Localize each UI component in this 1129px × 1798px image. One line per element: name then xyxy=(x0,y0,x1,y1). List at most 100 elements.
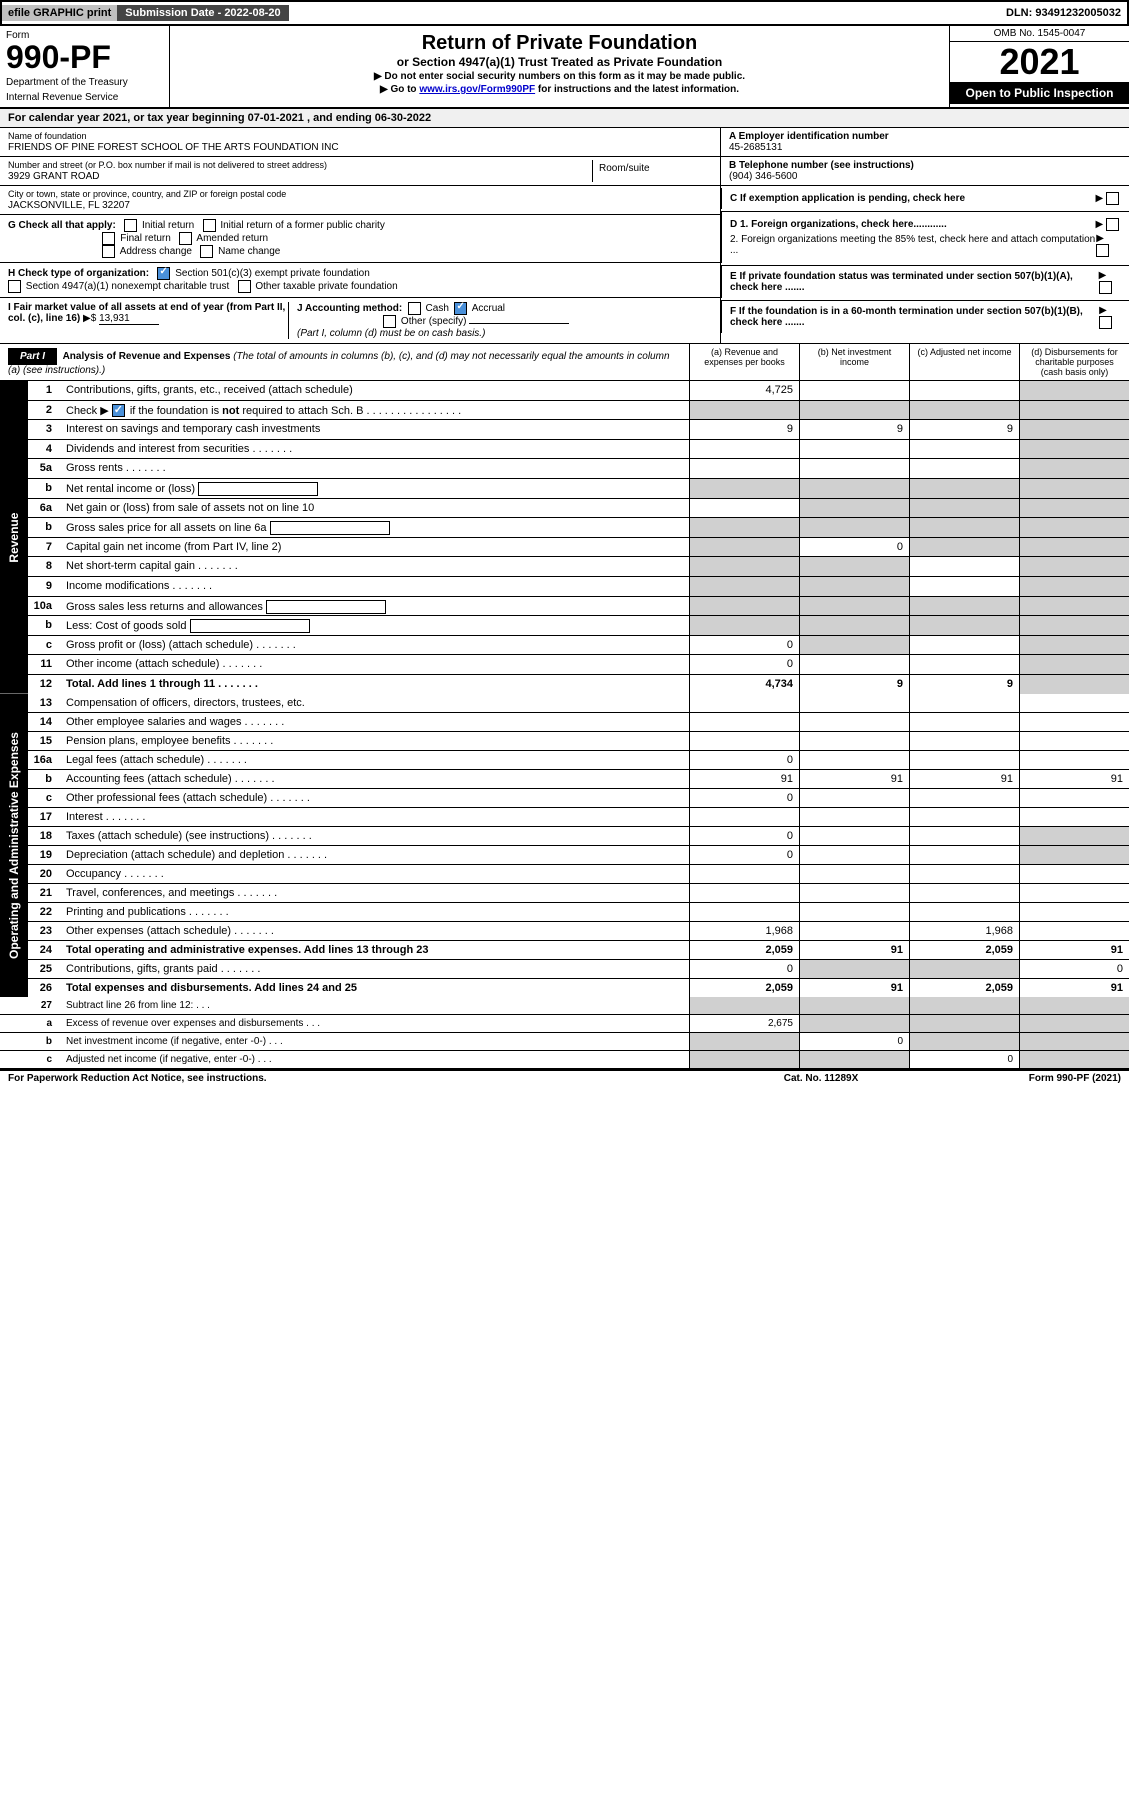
cell-value: 2,059 xyxy=(689,941,799,959)
cell-value xyxy=(909,751,1019,769)
col-a-header: (a) Revenue and expenses per books xyxy=(689,344,799,380)
table-row: c Adjusted net income (if negative, ente… xyxy=(0,1051,1129,1069)
line-number: 3 xyxy=(28,420,60,439)
cell-shaded xyxy=(1019,459,1129,478)
cell-shaded xyxy=(1019,538,1129,557)
cell-shaded xyxy=(689,538,799,557)
checkbox-4947a1[interactable] xyxy=(8,280,21,293)
name-label: Name of foundation xyxy=(8,131,712,141)
cell-shaded xyxy=(1019,440,1129,459)
cell-value xyxy=(1019,903,1129,921)
checkbox-501c3[interactable] xyxy=(157,267,170,280)
cell-value: 2,059 xyxy=(689,979,799,997)
table-row: 11 Other income (attach schedule) . . . … xyxy=(28,655,1129,675)
cell-value xyxy=(909,557,1019,576)
cell-value xyxy=(799,732,909,750)
dln: DLN: 93491232005032 xyxy=(1000,5,1127,21)
part1-badge: Part I xyxy=(8,348,57,365)
checkbox-e[interactable] xyxy=(1099,281,1112,294)
cell-value xyxy=(799,865,909,883)
checkbox-amended[interactable] xyxy=(179,232,192,245)
line-description: Legal fees (attach schedule) . . . . . .… xyxy=(60,751,689,769)
line-description: Depreciation (attach schedule) and deple… xyxy=(60,846,689,864)
cell-value xyxy=(909,865,1019,883)
checkbox-c[interactable] xyxy=(1106,192,1119,205)
line-number: b xyxy=(28,479,60,498)
cell-value xyxy=(909,789,1019,807)
cell-value xyxy=(909,459,1019,478)
dept-treasury: Department of the Treasury xyxy=(6,77,163,88)
cell-value: 2,675 xyxy=(689,1015,799,1032)
revenue-section: Revenue 1 Contributions, gifts, grants, … xyxy=(0,381,1129,694)
checkbox-final-return[interactable] xyxy=(102,232,115,245)
cell-value xyxy=(799,694,909,712)
table-row: 8 Net short-term capital gain . . . . . … xyxy=(28,557,1129,577)
checkbox-schb[interactable] xyxy=(112,404,125,417)
line-number: a xyxy=(28,1015,60,1032)
line-number: 26 xyxy=(28,979,60,997)
expenses-section: Operating and Administrative Expenses 13… xyxy=(0,694,1129,997)
section-d1: D 1. Foreign organizations, check here..… xyxy=(730,219,947,230)
cell-shaded xyxy=(1019,557,1129,576)
checkbox-initial-return[interactable] xyxy=(124,219,137,232)
cell-value: 0 xyxy=(1019,960,1129,978)
cell-value: 91 xyxy=(1019,941,1129,959)
col-c-header: (c) Adjusted net income xyxy=(909,344,1019,380)
cell-value xyxy=(909,577,1019,596)
cell-shaded xyxy=(1019,636,1129,655)
checkbox-initial-former[interactable] xyxy=(203,219,216,232)
cell-shaded xyxy=(689,597,799,616)
cell-shaded xyxy=(799,960,909,978)
cell-shaded xyxy=(799,479,909,498)
line-description: Income modifications . . . . . . . xyxy=(60,577,689,596)
cell-shaded xyxy=(909,538,1019,557)
irs-link[interactable]: www.irs.gov/Form990PF xyxy=(419,84,535,95)
table-row: c Other professional fees (attach schedu… xyxy=(28,789,1129,808)
cell-value: 91 xyxy=(799,941,909,959)
checkbox-address-change[interactable] xyxy=(102,245,115,258)
form-header: Form 990-PF Department of the Treasury I… xyxy=(0,26,1129,109)
omb-number: OMB No. 1545-0047 xyxy=(950,26,1129,42)
section-h: H Check type of organization: Section 50… xyxy=(0,263,720,298)
checkbox-other-taxable[interactable] xyxy=(238,280,251,293)
cell-shaded xyxy=(909,616,1019,635)
cell-shaded xyxy=(799,1051,909,1068)
checkbox-other-method[interactable] xyxy=(383,315,396,328)
line-description: Other income (attach schedule) . . . . .… xyxy=(60,655,689,674)
cell-shaded xyxy=(1019,499,1129,518)
cell-value xyxy=(689,459,799,478)
cell-value xyxy=(689,884,799,902)
cell-shaded xyxy=(689,518,799,537)
cell-value: 1,968 xyxy=(689,922,799,940)
instruction-2: ▶ Go to www.irs.gov/Form990PF for instru… xyxy=(176,84,943,95)
line-description: Other professional fees (attach schedule… xyxy=(60,789,689,807)
efile-print-button[interactable]: efile GRAPHIC print xyxy=(2,5,117,21)
top-bar: efile GRAPHIC print Submission Date - 20… xyxy=(0,0,1129,26)
checkbox-d1[interactable] xyxy=(1106,218,1119,231)
checkbox-name-change[interactable] xyxy=(200,245,213,258)
cell-shaded xyxy=(799,636,909,655)
cell-value: 91 xyxy=(799,770,909,788)
cell-value: 91 xyxy=(799,979,909,997)
checkbox-accrual[interactable] xyxy=(454,302,467,315)
table-row: b Net rental income or (loss) xyxy=(28,479,1129,499)
checkbox-f[interactable] xyxy=(1099,316,1112,329)
line-number: 20 xyxy=(28,865,60,883)
cell-value: 0 xyxy=(689,655,799,674)
line-description: Capital gain net income (from Part IV, l… xyxy=(60,538,689,557)
cell-value xyxy=(909,808,1019,826)
cell-value xyxy=(1019,922,1129,940)
line-number: 22 xyxy=(28,903,60,921)
instruction-1: ▶ Do not enter social security numbers o… xyxy=(176,71,943,82)
line-description: Adjusted net income (if negative, enter … xyxy=(60,1051,689,1068)
cell-value: 0 xyxy=(799,538,909,557)
line-number: 7 xyxy=(28,538,60,557)
line-description: Total. Add lines 1 through 11 . . . . . … xyxy=(60,675,689,694)
fmv-value: 13,931 xyxy=(99,313,159,325)
col-d-header: (d) Disbursements for charitable purpose… xyxy=(1019,344,1129,380)
line-description: Gross sales less returns and allowances xyxy=(60,597,689,616)
checkbox-d2[interactable] xyxy=(1096,244,1109,257)
cell-value xyxy=(1019,713,1129,731)
table-row: 9 Income modifications . . . . . . . xyxy=(28,577,1129,597)
checkbox-cash[interactable] xyxy=(408,302,421,315)
